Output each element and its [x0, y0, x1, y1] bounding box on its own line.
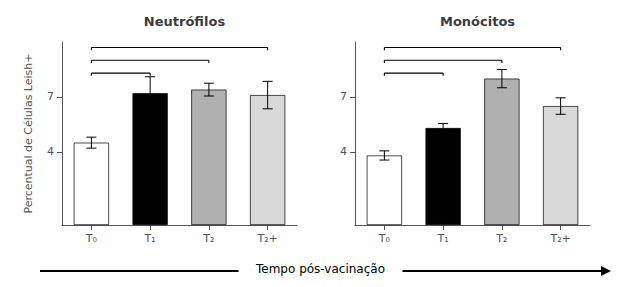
- svg-text:4: 4: [47, 145, 54, 158]
- svg-text:T₀: T₀: [85, 232, 98, 245]
- svg-text:7: 7: [340, 90, 347, 103]
- svg-text:T₁: T₁: [144, 232, 156, 245]
- svg-text:T₂: T₂: [202, 232, 214, 245]
- svg-text:T₂+: T₂+: [549, 232, 570, 245]
- svg-text:T₂: T₂: [495, 232, 507, 245]
- svg-text:4: 4: [340, 145, 347, 158]
- svg-text:Percentual de Células Leish+: Percentual de Células Leish+: [22, 53, 35, 213]
- svg-text:T₀: T₀: [378, 232, 391, 245]
- svg-text:T₁: T₁: [437, 232, 449, 245]
- svg-text:7: 7: [47, 90, 54, 103]
- svg-text:Neutrófilos: Neutrófilos: [144, 14, 226, 29]
- svg-text:Monócitos: Monócitos: [440, 14, 515, 29]
- svg-text:Tempo pós-vacinação: Tempo pós-vacinação: [255, 262, 385, 276]
- svg-text:T₂+: T₂+: [256, 232, 277, 245]
